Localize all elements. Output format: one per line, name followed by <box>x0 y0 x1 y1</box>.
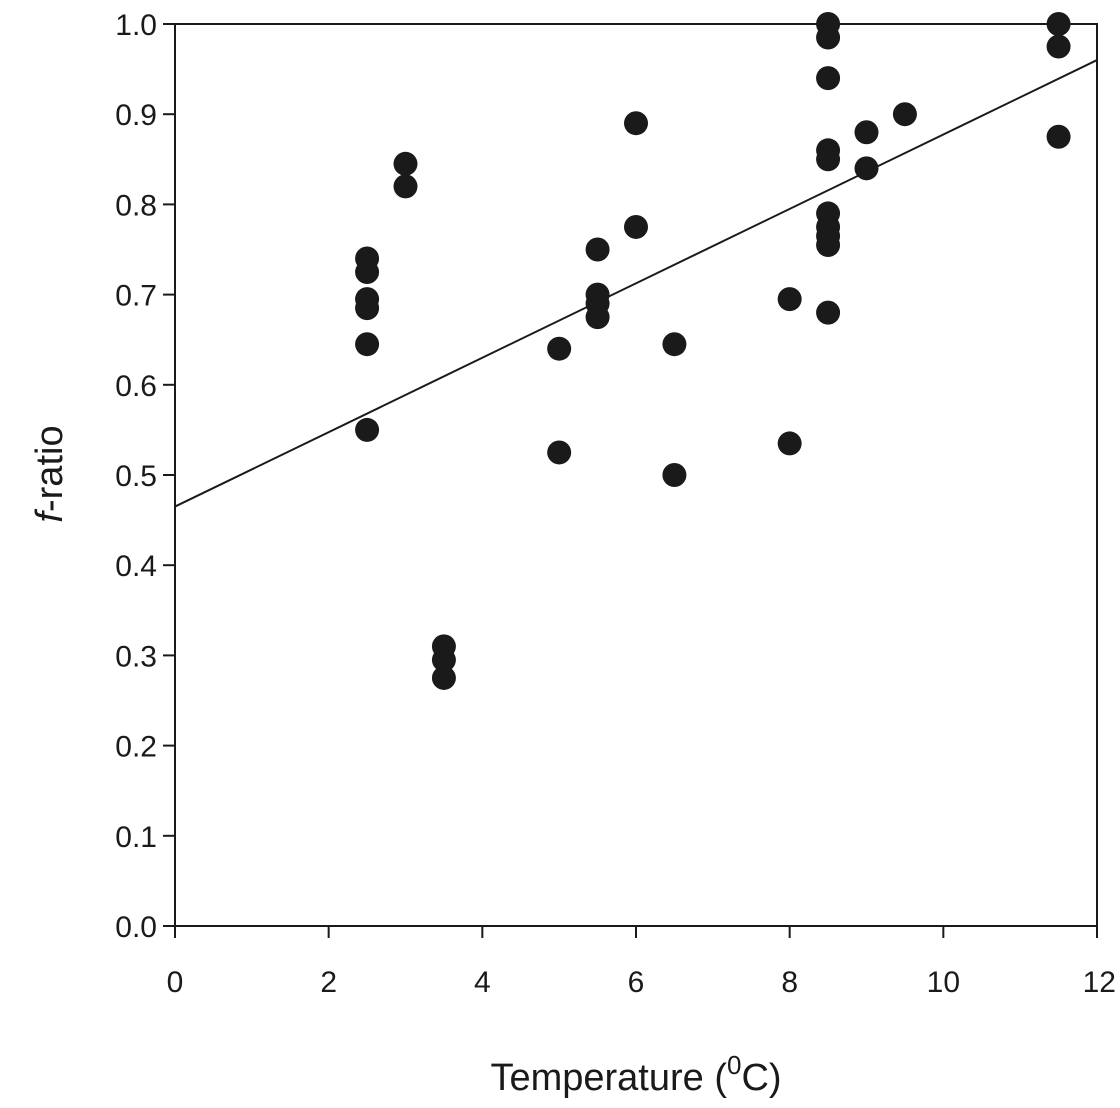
data-point <box>1046 12 1071 36</box>
data-point <box>393 151 418 176</box>
x-tick-label: 0 <box>167 966 184 999</box>
data-point <box>355 417 380 442</box>
y-tick-label: 0.9 <box>115 99 157 132</box>
data-point <box>1046 124 1071 149</box>
y-tick-label: 0.8 <box>115 189 157 222</box>
data-point <box>854 120 879 145</box>
x-tick-label: 6 <box>628 966 645 999</box>
data-point <box>777 287 802 312</box>
x-tick-label: 10 <box>927 966 960 999</box>
x-tick-label: 8 <box>781 966 798 999</box>
data-point <box>816 66 841 91</box>
y-axis-title-rest: -ratio <box>29 425 71 512</box>
data-point <box>355 260 380 285</box>
data-point <box>662 332 687 357</box>
data-point <box>624 111 648 136</box>
data-point <box>585 237 610 262</box>
x-tick-label: 2 <box>320 966 337 999</box>
y-axis-title-italic: f <box>29 509 71 523</box>
plot-frame <box>174 23 1098 927</box>
y-tick-label: 0.6 <box>115 370 157 403</box>
x-axis-title: Temperature (0C) <box>490 1050 781 1099</box>
y-tick-label: 1.0 <box>115 9 157 42</box>
y-axis-title: f-ratio <box>29 425 71 522</box>
data-point <box>393 174 418 199</box>
y-tick-label: 0.2 <box>115 731 157 764</box>
data-point <box>547 336 572 361</box>
data-point <box>585 305 610 330</box>
y-tick-label: 0.0 <box>115 911 157 944</box>
x-tick-label: 12 <box>1083 966 1116 999</box>
labels-layer: Temperature (0C) f-ratio <box>29 425 782 1099</box>
y-tick-label: 0.5 <box>115 460 157 493</box>
data-point <box>355 332 380 357</box>
data-point <box>431 665 456 690</box>
data-point <box>777 431 802 456</box>
y-tick-label: 0.3 <box>115 640 157 673</box>
y-tick-label: 0.1 <box>115 821 157 854</box>
data-point <box>816 147 841 172</box>
x-axis-title-main: Temperature ( <box>490 1057 727 1099</box>
data-point <box>662 463 687 487</box>
data-point <box>854 156 879 181</box>
data-point <box>624 214 648 239</box>
regression-line <box>174 59 1098 508</box>
marks-layer <box>174 12 1098 690</box>
data-point <box>816 232 841 257</box>
data-point <box>547 440 572 465</box>
data-point <box>355 296 380 321</box>
y-tick-label: 0.4 <box>115 550 157 583</box>
data-point <box>1046 34 1071 59</box>
data-point <box>816 300 841 325</box>
x-axis-title-superscript: 0 <box>727 1050 741 1080</box>
x-tick-label: 4 <box>474 966 491 999</box>
data-point <box>431 647 456 672</box>
x-axis-title-end: C) <box>741 1057 781 1099</box>
data-point <box>816 25 841 50</box>
y-tick-label: 0.7 <box>115 280 157 313</box>
axes-layer: 0.0 0.1 0.2 0.3 0.4 0.5 0.6 0.7 0.8 0.9 1.0 0 2 4 6 8 10… <box>115 9 1116 999</box>
data-point <box>892 102 917 127</box>
